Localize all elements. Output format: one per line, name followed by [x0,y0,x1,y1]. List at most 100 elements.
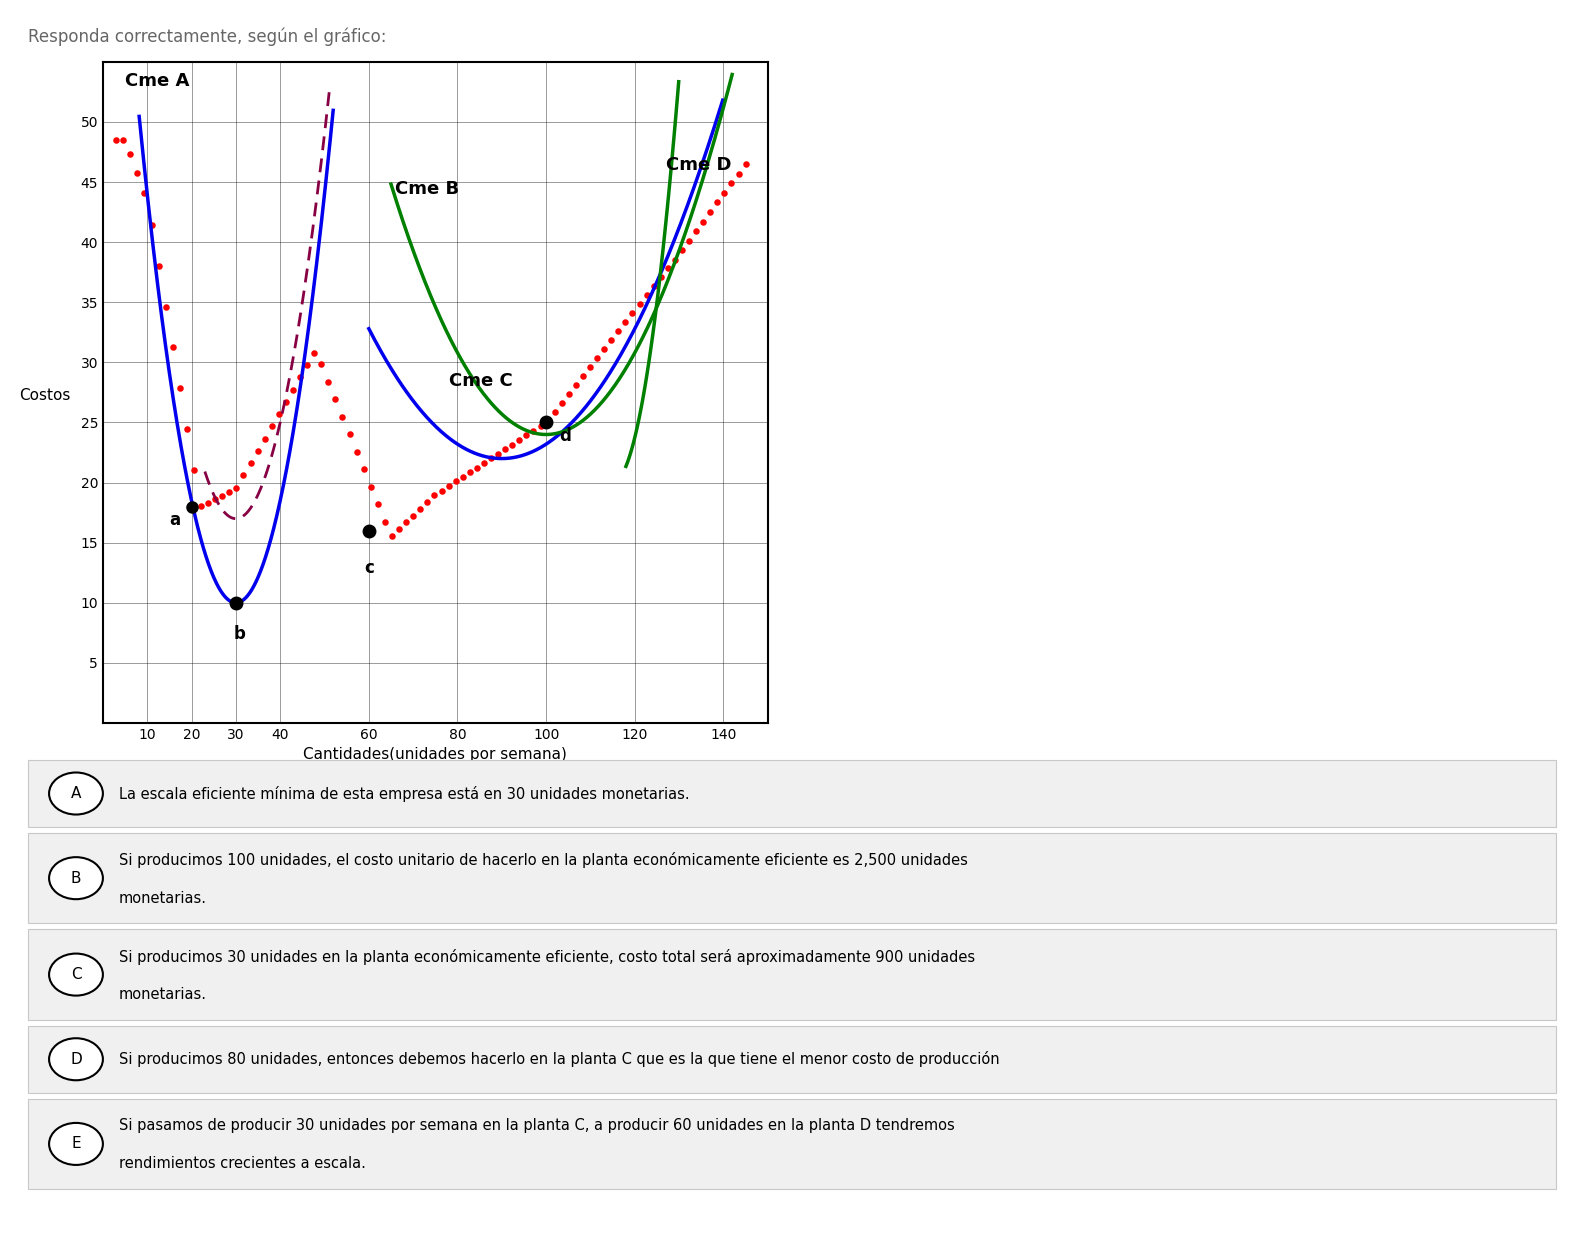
Point [146,256,171,276]
Point [351,460,377,480]
Point [727,163,752,183]
Text: C: C [71,967,81,983]
Point [549,393,575,413]
Point [647,267,673,287]
Point [704,193,730,213]
Point [457,462,483,482]
Point [274,392,299,412]
Point [280,379,306,399]
Point [266,404,291,424]
Point [139,215,165,235]
Point [195,493,220,513]
Point [154,297,179,316]
Point [358,477,383,497]
Point [301,342,326,362]
Point [584,349,609,368]
Point [103,130,128,150]
Point [606,321,632,341]
Point [245,441,271,461]
Point [613,313,638,332]
Point [407,499,432,519]
Point [203,489,228,509]
Point [662,250,687,269]
Text: b: b [234,625,245,643]
Point [380,525,405,545]
Point [182,460,207,480]
Point [598,330,624,350]
Point [621,303,646,323]
Point [655,258,681,278]
Point [131,183,157,203]
Point [527,417,552,436]
Point [676,231,701,251]
Point [366,494,391,514]
Point [237,454,263,473]
Point [294,355,320,375]
Text: c: c [364,559,374,577]
Point [117,145,142,164]
Text: A: A [71,786,81,801]
Text: Si producimos 30 unidades en la planta económicamente eficiente, costo total ser: Si producimos 30 unidades en la planta e… [119,948,975,964]
Point [315,372,340,392]
Point [174,419,199,439]
Point [111,130,136,150]
Text: a: a [169,510,180,529]
Point [415,492,440,512]
Point [492,439,518,459]
Point [160,337,185,357]
Point [421,486,446,506]
Text: rendimientos crecientes a escala.: rendimientos crecientes a escala. [119,1156,366,1172]
Point [478,449,503,468]
Point [125,163,150,183]
Text: monetarias.: monetarias. [119,986,207,1002]
Point [641,277,666,297]
Text: Responda correctamente, según el gráfico:: Responda correctamente, según el gráfico… [28,27,386,46]
Text: Cme B: Cme B [396,180,459,198]
Point [719,173,744,193]
Point [450,467,475,487]
Point [690,211,716,231]
Text: monetarias.: monetarias. [119,890,207,906]
Point [684,221,709,241]
Point [209,486,234,506]
Text: D: D [70,1052,82,1067]
Point [309,355,334,375]
Point [486,444,511,464]
Point [260,417,285,436]
Point [464,457,489,477]
Point [217,482,242,502]
Point [400,506,426,525]
Point [712,183,738,203]
Point [435,476,461,496]
Text: Costos: Costos [19,388,70,403]
Text: B: B [71,870,81,886]
Point [472,454,497,473]
Text: Si producimos 100 unidades, el costo unitario de hacerlo en la planta económicam: Si producimos 100 unidades, el costo uni… [119,852,967,868]
Point [288,367,313,387]
Point [329,407,355,426]
Point [670,241,695,261]
Point [386,519,412,539]
Point [443,471,469,491]
Text: Si pasamos de producir 30 unidades por semana en la planta C, a producir 60 unid: Si pasamos de producir 30 unidades por s… [119,1119,955,1133]
Point [633,286,659,305]
Text: E: E [71,1136,81,1152]
Point [223,478,249,498]
Point [578,357,603,377]
Point [344,441,369,461]
Point [592,339,617,358]
Point [429,481,454,501]
Text: Si producimos 80 unidades, entonces debemos hacerlo en la planta C que es la que: Si producimos 80 unidades, entonces debe… [119,1052,999,1067]
Point [698,201,723,221]
Text: d: d [559,426,571,445]
X-axis label: Cantidades(unidades por semana): Cantidades(unidades por semana) [304,748,567,763]
Text: Cme D: Cme D [666,156,731,174]
Point [535,410,560,430]
Point [337,424,363,444]
Point [252,429,277,449]
Point [556,384,581,404]
Point [733,154,758,174]
Point [323,389,348,409]
Point [168,378,193,398]
Point [521,421,546,441]
